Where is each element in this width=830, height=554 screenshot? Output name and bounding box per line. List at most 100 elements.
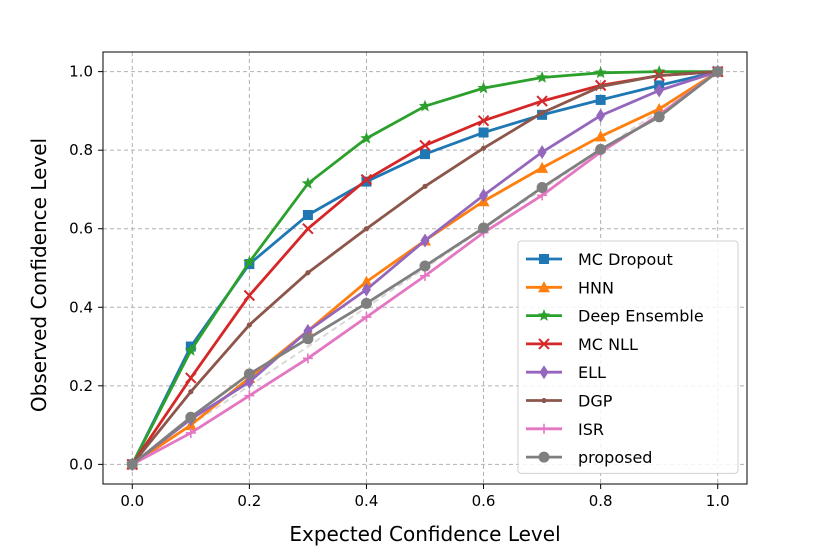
point-mc-dropout (361, 176, 372, 187)
point-mc-nll (536, 95, 548, 107)
point-proposed (419, 260, 431, 272)
y-tick-label: 0.4 (69, 298, 93, 316)
point-dgp (656, 72, 662, 79)
point-hnn (536, 161, 549, 173)
legend-box (517, 240, 739, 474)
legend-entry-hnn: HNN (526, 278, 614, 297)
point-deep-ensemble (360, 131, 373, 144)
legend-marker (541, 397, 547, 404)
legend-marker (538, 451, 550, 463)
point-mc-dropout (478, 127, 489, 138)
point-mc-nll (477, 115, 490, 127)
point-proposed (712, 66, 724, 78)
point-proposed (243, 368, 255, 380)
x-tick-label: 0.2 (237, 492, 261, 510)
point-proposed (653, 111, 665, 123)
legend-entry-mc-dropout: MC Dropout (526, 250, 673, 269)
legend-label: ISR (578, 420, 604, 439)
point-dgp (598, 83, 604, 90)
series-group (126, 64, 724, 472)
point-proposed (360, 297, 372, 309)
legend-label: Deep Ensemble (578, 307, 704, 326)
legend-entry-proposed: proposed (526, 448, 652, 467)
point-deep-ensemble (243, 255, 256, 268)
plot-frame (102, 51, 748, 485)
point-dgp (480, 145, 487, 151)
point-mc-dropout (302, 209, 313, 220)
legend-marker (539, 423, 549, 434)
point-isr (185, 427, 196, 438)
point-proposed (185, 411, 197, 423)
y-axis: 0.0 0.2 0.4 0.6 0.8 1.0 (69, 63, 103, 473)
point-mc-dropout (595, 94, 606, 105)
point-isr (420, 270, 430, 281)
point-ell (479, 188, 489, 203)
legend-label: ELL (578, 363, 606, 382)
point-deep-ensemble (653, 65, 666, 77)
point-hnn (360, 275, 373, 287)
point-proposed (126, 458, 138, 470)
point-mc-dropout (420, 149, 430, 160)
legend-marker (539, 254, 549, 264)
point-mc-nll (419, 139, 431, 152)
point-isr (244, 390, 255, 401)
legend-entry-ell: ELL (526, 363, 606, 382)
y-tick-label: 0.6 (69, 220, 93, 238)
legend-label: MC Dropout (578, 250, 673, 269)
legend-marker (539, 365, 549, 380)
legend-entry-isr: ISR (526, 420, 604, 439)
point-mc-nll (302, 223, 314, 235)
legend-label: DGP (578, 392, 613, 411)
point-dgp (422, 183, 428, 189)
x-tick-label: 0.4 (355, 492, 379, 510)
legend-marker (537, 309, 551, 321)
point-proposed (478, 222, 490, 234)
point-deep-ensemble (535, 71, 549, 83)
legend: MC Dropout HNN Deep Ensemble MC NLL ELL DGP IS… (517, 240, 739, 474)
x-axis: 0.0 0.2 0.4 0.6 0.8 1.0 (120, 484, 730, 510)
point-deep-ensemble (301, 177, 315, 189)
point-proposed (536, 181, 548, 193)
y-tick-label: 0.0 (69, 455, 93, 473)
legend-entry-mc-nll: MC NLL (526, 335, 638, 354)
point-mc-nll (243, 289, 256, 302)
x-tick-label: 0.0 (120, 492, 144, 510)
point-dgp (305, 270, 311, 276)
legend-label: MC NLL (578, 335, 638, 354)
point-dgp (539, 110, 545, 116)
point-mc-nll (360, 173, 373, 186)
x-tick-label: 0.6 (472, 492, 496, 510)
point-ell (361, 282, 371, 297)
legend-marker (538, 338, 550, 350)
point-isr (302, 353, 313, 364)
x-tick-label: 0.8 (589, 492, 613, 510)
y-tick-label: 1.0 (69, 63, 93, 81)
series-proposed (126, 66, 724, 470)
point-dgp (188, 389, 194, 395)
point-ell (537, 145, 547, 160)
point-ell (654, 83, 664, 98)
point-dgp (363, 226, 370, 232)
point-deep-ensemble (594, 66, 607, 79)
y-tick-label: 0.8 (69, 141, 93, 159)
point-hnn (594, 130, 607, 142)
point-proposed (302, 333, 314, 345)
legend-label: proposed (578, 448, 652, 467)
point-deep-ensemble (477, 81, 490, 94)
x-axis-title: Expected Confidence Level (289, 522, 560, 546)
legend-entry-deep-ensemble: Deep Ensemble (526, 307, 704, 326)
point-ell (596, 108, 606, 123)
point-deep-ensemble (184, 343, 197, 356)
y-tick-label: 0.2 (69, 377, 93, 395)
x-tick-label: 1.0 (706, 492, 730, 510)
point-proposed (595, 143, 607, 155)
point-ell (420, 233, 430, 248)
y-axis-title: Observed Confidence Level (27, 138, 51, 412)
point-dgp (246, 322, 252, 328)
legend-label: HNN (578, 278, 614, 297)
point-deep-ensemble (418, 99, 432, 112)
point-mc-nll (185, 372, 197, 384)
legend-marker (538, 281, 550, 293)
legend-entry-dgp: DGP (526, 392, 613, 411)
point-isr (361, 312, 372, 323)
